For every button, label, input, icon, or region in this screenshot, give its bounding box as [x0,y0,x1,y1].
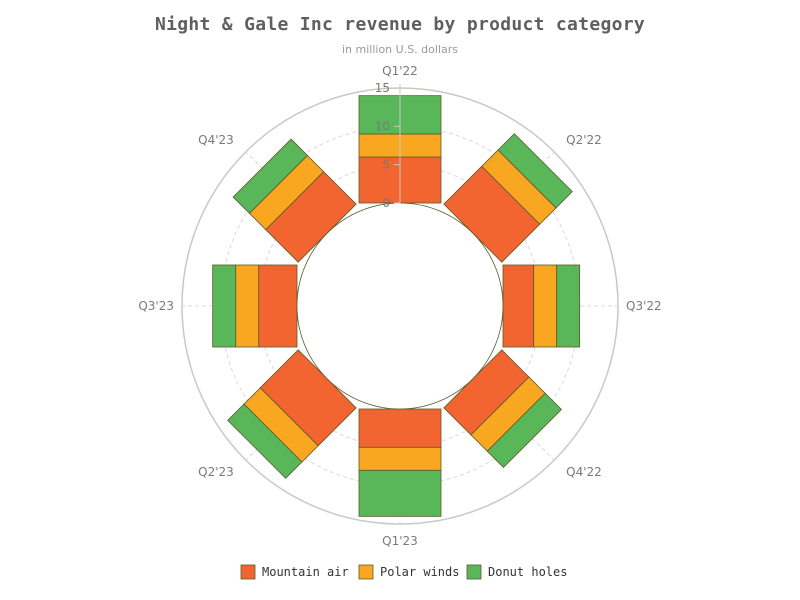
category-label: Q2'23 [198,465,234,479]
center-hole [296,202,504,410]
radial-tick-label: 10 [375,119,390,133]
bar-segment [235,264,260,348]
bar-segment [486,392,563,469]
legend-label: Mountain air [262,565,349,579]
chart-title: Night & Gale Inc revenue by product cate… [154,14,646,35]
radial-tick-label: 5 [382,158,390,172]
bar-segment [212,264,237,348]
bar-segment [358,446,442,471]
category-label: Q4'23 [198,133,234,147]
axis-layer: 0 5 10 15 [375,81,401,210]
category-label: Q3'23 [138,299,174,313]
bar-segment [533,264,558,348]
legend-item: Polar winds [358,564,459,580]
bar-segment [556,264,581,348]
bar-segment [227,403,303,479]
category-label: Q3'22 [626,299,662,313]
radial-tick-label: 15 [375,81,390,95]
category-label: Q2'22 [566,133,602,147]
bar-segment [497,133,573,209]
category-label: Q4'22 [566,465,602,479]
legend-item: Donut holes [466,564,567,580]
category-label: Q1'23 [382,534,418,548]
legend: Mountain air Polar winds Donut holes [240,564,567,580]
legend-label: Polar winds [380,565,459,579]
legend-swatch [466,564,482,580]
bar-segment [232,138,308,214]
bar-segment [358,469,442,517]
category-label: Q1'22 [382,64,418,78]
chart-subtitle: in million U.S. dollars [341,43,458,56]
bar-layer [212,95,581,517]
label-layer: Q1'22 Q2'22 Q3'22 Q4'22 Q1'23 Q2'23 Q3'23 Q4'23 [138,64,661,548]
bar-segment [502,264,535,348]
legend-swatch [358,564,374,580]
legend-swatch [240,564,256,580]
radial-tick-label: 0 [382,196,390,210]
legend-label: Donut holes [488,565,567,579]
legend-item: Mountain air [240,564,349,580]
bar-segment [358,408,442,448]
hole-layer [296,202,504,410]
bar-segment [258,264,298,348]
